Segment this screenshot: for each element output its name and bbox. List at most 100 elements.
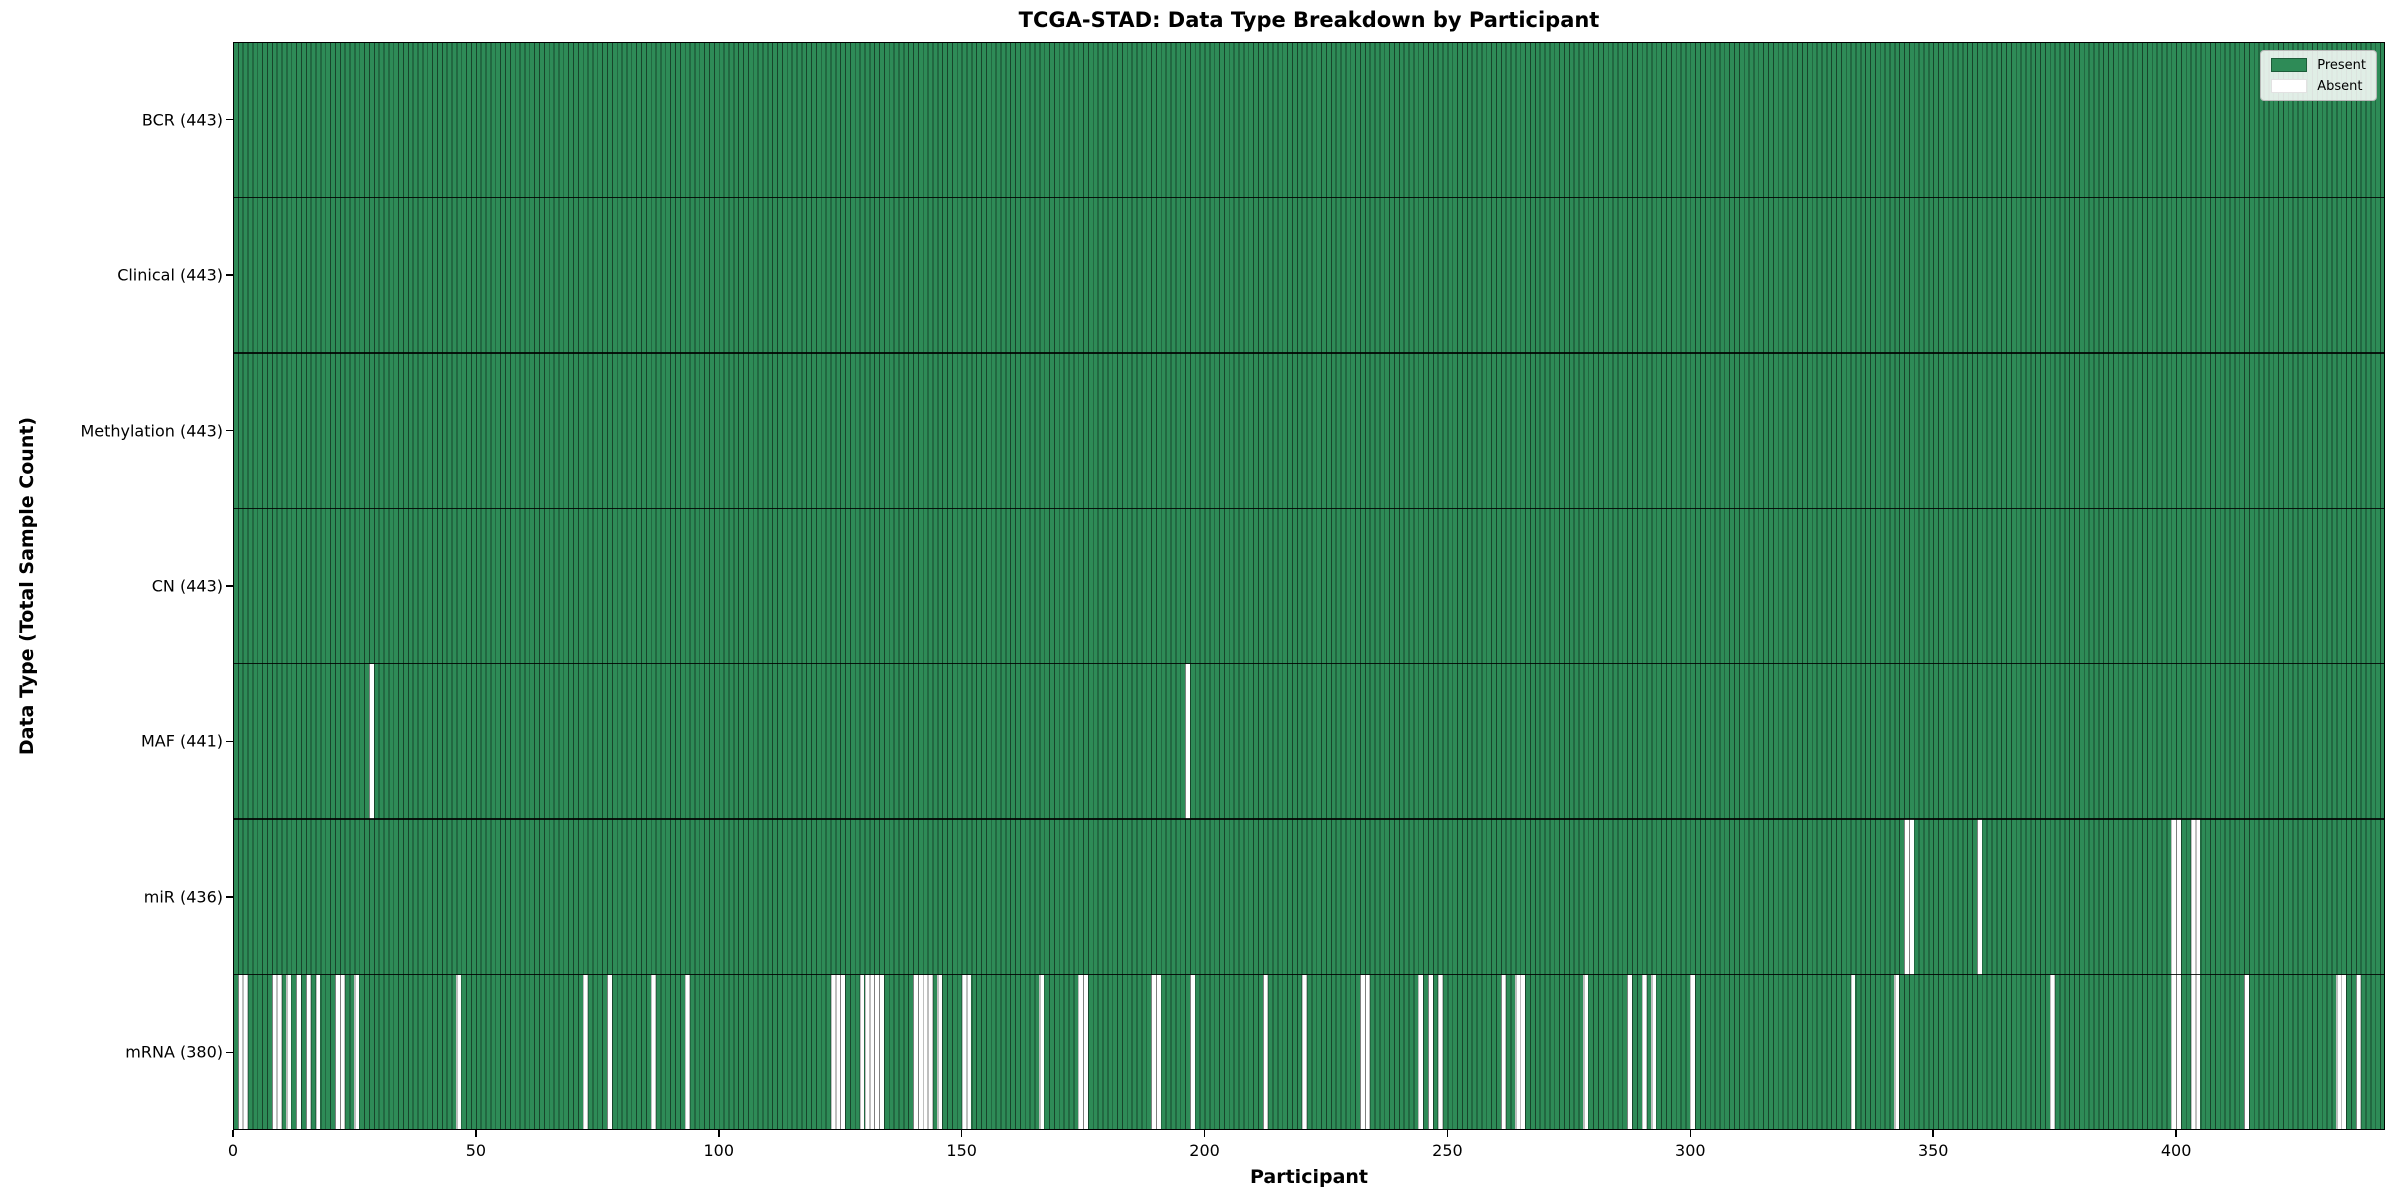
y-tick-mark	[226, 1051, 233, 1054]
x-tick-label: 0	[227, 1141, 239, 1160]
absent-bar	[879, 974, 884, 1130]
y-tick-label-mRNA: mRNA (380)	[125, 1042, 223, 1062]
absent-bar	[286, 974, 292, 1130]
y-tick-mark	[226, 274, 233, 276]
legend-label-absent: Absent	[2317, 78, 2363, 94]
x-tick-label: 250	[1432, 1141, 1463, 1160]
absent-bar	[582, 974, 588, 1130]
absent-bar	[840, 974, 846, 1130]
absent-bar	[1418, 974, 1424, 1130]
absent-bar	[315, 974, 321, 1130]
x-tick-mark	[960, 1130, 963, 1137]
absent-bar	[1850, 974, 1856, 1130]
row-boundary-line	[233, 662, 2385, 665]
absent-bar	[1894, 974, 1900, 1130]
absent-bar	[1976, 819, 1982, 975]
plot-area: Present Absent	[233, 42, 2385, 1130]
absent-bar	[2049, 974, 2055, 1130]
absent-bar	[966, 974, 972, 1130]
absent-bar	[2244, 974, 2249, 1130]
absent-bar	[2176, 819, 2181, 975]
absent-bar	[927, 974, 933, 1130]
absent-bar	[1364, 974, 1370, 1130]
x-tick-mark	[232, 1130, 234, 1137]
absent-bar	[1500, 974, 1506, 1130]
absent-bar	[1437, 974, 1443, 1130]
absent-bar	[296, 974, 301, 1130]
y-tick-label-miR: miR (436)	[143, 887, 223, 907]
absent-bar	[1690, 974, 1696, 1130]
x-tick-mark	[2175, 1130, 2177, 1137]
x-tick-mark	[1932, 1130, 1934, 1137]
x-tick-label: 100	[703, 1141, 735, 1160]
absent-bar	[684, 974, 690, 1130]
y-tick-label-MAF: MAF (441)	[140, 731, 223, 751]
absent-bar	[1301, 974, 1307, 1130]
absent-bar	[937, 974, 943, 1130]
x-tick-label: 200	[1189, 1141, 1220, 1160]
absent-bar	[339, 974, 345, 1130]
x-tick-label: 350	[1917, 1141, 1949, 1160]
chart-title: TCGA-STAD: Data Type Breakdown by Partic…	[1018, 8, 1600, 32]
absent-bar	[607, 974, 612, 1130]
x-tick-label: 50	[465, 1141, 487, 1160]
legend-item-present: Present	[2271, 58, 2366, 72]
absent-bar	[1083, 974, 1088, 1130]
row-boundary-line	[233, 507, 2385, 510]
present-swatch-icon	[2271, 58, 2308, 72]
y-tick-mark	[226, 585, 233, 587]
y-tick-mark	[226, 740, 233, 743]
legend: Present Absent	[2260, 50, 2377, 101]
x-axis-label: Participant	[1249, 1166, 1369, 1188]
x-tick-mark	[1689, 1130, 1692, 1137]
absent-bar	[1583, 974, 1589, 1130]
y-tick-mark	[226, 429, 233, 432]
row-boundary-line	[233, 196, 2385, 199]
absent-bar	[1641, 974, 1647, 1130]
y-tick-label-BCR: BCR (443)	[141, 110, 223, 130]
absent-bar	[242, 974, 248, 1130]
x-tick-label: 300	[1675, 1141, 1706, 1160]
absent-swatch-icon	[2271, 79, 2308, 93]
absent-bar	[305, 974, 311, 1130]
x-tick-label: 400	[2160, 1141, 2192, 1160]
y-tick-mark	[226, 118, 233, 121]
row-strip-mRNA	[233, 974, 2385, 1130]
legend-item-absent: Absent	[2271, 79, 2366, 93]
x-tick-mark	[718, 1130, 720, 1137]
row-strip-Methylation	[233, 352, 2385, 509]
absent-bar	[1428, 974, 1433, 1130]
row-strip-miR	[233, 819, 2385, 975]
y-tick-mark	[226, 896, 233, 898]
y-tick-label-CN: CN (443)	[151, 576, 223, 596]
row-boundary-line	[233, 818, 2385, 820]
legend-label-present: Present	[2317, 57, 2366, 73]
absent-bar	[2176, 974, 2181, 1130]
x-tick-mark	[1203, 1130, 1206, 1137]
absent-bar	[1262, 974, 1268, 1130]
absent-bar	[276, 974, 282, 1130]
x-tick-mark	[475, 1130, 477, 1137]
absent-bar	[1908, 819, 1914, 975]
row-strip-BCR	[233, 42, 2385, 198]
absent-bar	[1651, 974, 1657, 1130]
absent-bar	[1520, 974, 1526, 1130]
row-boundary-line	[233, 973, 2385, 976]
y-tick-label-Methylation: Methylation (443)	[80, 421, 223, 441]
row-strip-Clinical	[233, 197, 2385, 353]
x-tick-label: 150	[946, 1141, 977, 1160]
absent-bar	[2355, 974, 2361, 1130]
row-strip-MAF	[233, 663, 2385, 820]
absent-bar	[354, 974, 360, 1130]
absent-bar	[1189, 974, 1195, 1130]
row-strip-CN	[233, 508, 2385, 664]
row-boundary-line	[233, 352, 2385, 354]
absent-bar	[1039, 974, 1045, 1130]
y-tick-label-Clinical: Clinical (443)	[117, 265, 223, 285]
absent-bar	[456, 974, 462, 1130]
absent-bar	[2195, 819, 2201, 975]
absent-bar	[2341, 974, 2347, 1130]
absent-bar	[1627, 974, 1633, 1130]
absent-bar	[369, 663, 374, 820]
